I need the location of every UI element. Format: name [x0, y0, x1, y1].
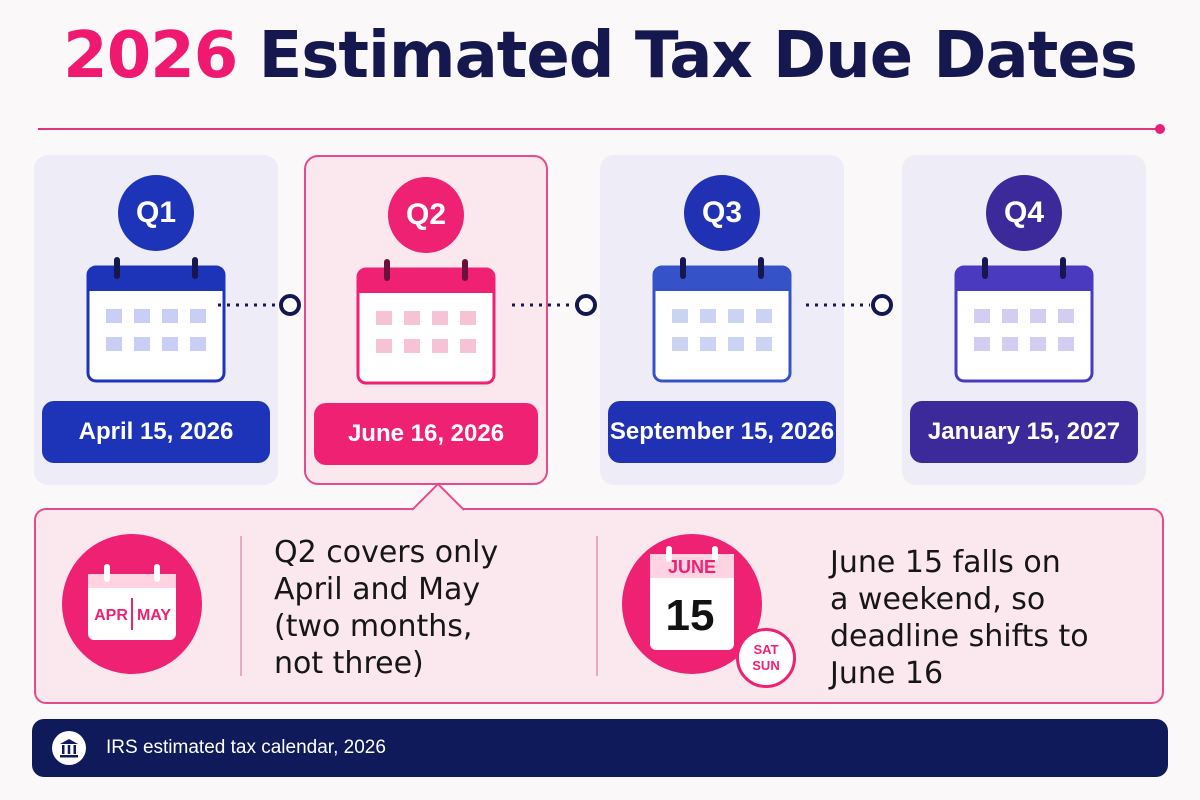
q2-detail-panel: APR MAY Q2 covers only April and May (tw…: [34, 508, 1164, 704]
apr-may-calendar-icon: APR MAY: [88, 564, 176, 640]
weekend-badge: SAT SUN: [736, 628, 796, 688]
june-15-calendar-icon: JUNE 15: [650, 546, 734, 650]
cal-may: MAY: [137, 607, 171, 624]
note-weekend-shift: June 15 falls on a weekend, so deadline …: [830, 544, 1089, 692]
note1-line: April and May: [274, 572, 481, 607]
footer-source: IRS estimated tax calendar, 2026: [106, 737, 386, 758]
note1-line: Q2 covers only: [274, 535, 499, 570]
quarter-badge-q3: Q3: [684, 175, 760, 251]
title-underline: [38, 128, 1158, 130]
calendar-icon: [652, 257, 792, 383]
title-text: Estimated Tax Due Dates: [258, 19, 1138, 93]
cal-day-15: 15: [666, 591, 715, 640]
quarter-badge-q2: Q2: [388, 177, 464, 253]
due-date-q4: January 15, 2027: [910, 401, 1138, 463]
calendar-icon: [356, 259, 496, 385]
timeline-connector: [806, 294, 893, 316]
due-date-q3: September 15, 2026: [608, 401, 836, 463]
note1-line: (two months,: [274, 609, 473, 644]
divider: [596, 536, 598, 676]
weekend-sat: SAT: [753, 642, 779, 657]
cal-apr: APR: [94, 607, 128, 624]
note2-line: June 16: [830, 656, 944, 691]
footer-bar: IRS estimated tax calendar, 2026: [32, 719, 1168, 777]
title-underline-dot: [1155, 124, 1165, 134]
quarter-badge-q4: Q4: [986, 175, 1062, 251]
due-date-q1: April 15, 2026: [42, 401, 270, 463]
quarter-badge-q1: Q1: [118, 175, 194, 251]
timeline-connector: [218, 294, 301, 316]
note2-line: deadline shifts to: [830, 619, 1089, 654]
june-15-circle: JUNE 15: [622, 534, 762, 674]
divider: [240, 536, 242, 676]
note-two-months: Q2 covers only April and May (two months…: [274, 534, 498, 682]
quarter-card-q2: Q2 June 16, 2026: [304, 155, 548, 485]
due-date-q2: June 16, 2026: [314, 403, 538, 465]
quarter-card-q3: Q3 September 15, 2026: [600, 155, 844, 485]
callout-pointer: [412, 482, 464, 512]
bank-icon: [52, 731, 86, 765]
calendar-icon: [954, 257, 1094, 383]
quarter-card-q4: Q4 January 15, 2027: [902, 155, 1146, 485]
weekend-sun: SUN: [752, 658, 780, 673]
quarter-card-q1: Q1 April 15, 2026: [34, 155, 278, 485]
calendar-icon: [86, 257, 226, 383]
cal-june: JUNE: [668, 557, 716, 577]
note2-line: a weekend, so: [830, 582, 1046, 617]
title-year: 2026: [63, 19, 238, 93]
timeline-connector: [512, 294, 597, 316]
page-title: 2026 Estimated Tax Due Dates: [0, 14, 1200, 98]
note1-line: not three): [274, 646, 424, 681]
apr-may-circle: APR MAY: [62, 534, 202, 674]
note2-line: June 15 falls on: [830, 545, 1061, 580]
